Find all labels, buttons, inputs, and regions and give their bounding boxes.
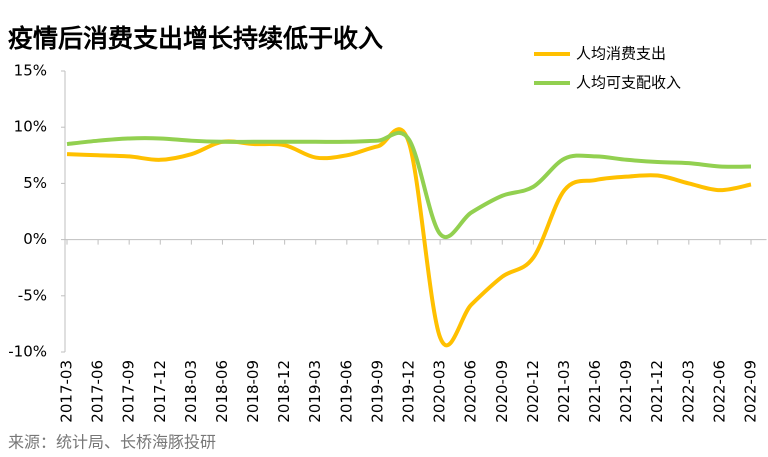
- x-tick-label: 2020-12: [524, 360, 542, 423]
- x-tick-label: 2019-03: [306, 360, 324, 423]
- x-tick-label: 2018-12: [275, 360, 293, 423]
- y-tick-label: -10%: [8, 343, 47, 361]
- x-tick-label: 2020-06: [462, 360, 480, 423]
- x-tick-label: 2018-06: [213, 360, 231, 423]
- legend-label: 人均可支配收入: [576, 74, 681, 92]
- x-tick-label: 2019-06: [337, 360, 355, 423]
- x-tick-label: 2017-06: [89, 360, 107, 423]
- x-tick-label: 2019-12: [400, 360, 418, 423]
- x-tick-label: 2017-12: [151, 360, 169, 423]
- x-tick-label: 2017-09: [120, 360, 138, 423]
- x-tick-label: 2022-09: [742, 360, 760, 423]
- series-line: [66, 130, 752, 239]
- series-line: [66, 127, 752, 348]
- x-tick-label: 2017-03: [58, 360, 76, 423]
- source-note: 来源：统计局、长桥海豚投研: [8, 433, 216, 452]
- x-tick-label: 2020-09: [493, 360, 511, 423]
- y-tick-label: 5%: [23, 174, 47, 192]
- x-tick-label: 2019-09: [368, 360, 386, 423]
- y-tick-label: 0%: [23, 230, 47, 248]
- x-tick-label: 2020-03: [431, 360, 449, 423]
- x-tick-label: 2021-09: [617, 360, 635, 423]
- x-tick-label: 2021-06: [586, 360, 604, 423]
- y-tick-label: -5%: [18, 286, 47, 304]
- x-tick-label: 2021-03: [555, 360, 573, 423]
- y-tick-label: 10%: [14, 118, 47, 136]
- x-tick-label: 2021-12: [648, 360, 666, 423]
- x-tick-label: 2018-09: [244, 360, 262, 423]
- chart-title: 疫情后消费支出增长持续低于收入: [8, 24, 383, 53]
- x-tick-label: 2022-03: [679, 360, 697, 423]
- x-tick-label: 2018-03: [182, 360, 200, 423]
- x-tick-label: 2022-06: [710, 360, 728, 423]
- legend-label: 人均消费支出: [576, 45, 666, 63]
- y-tick-label: 15%: [14, 62, 47, 80]
